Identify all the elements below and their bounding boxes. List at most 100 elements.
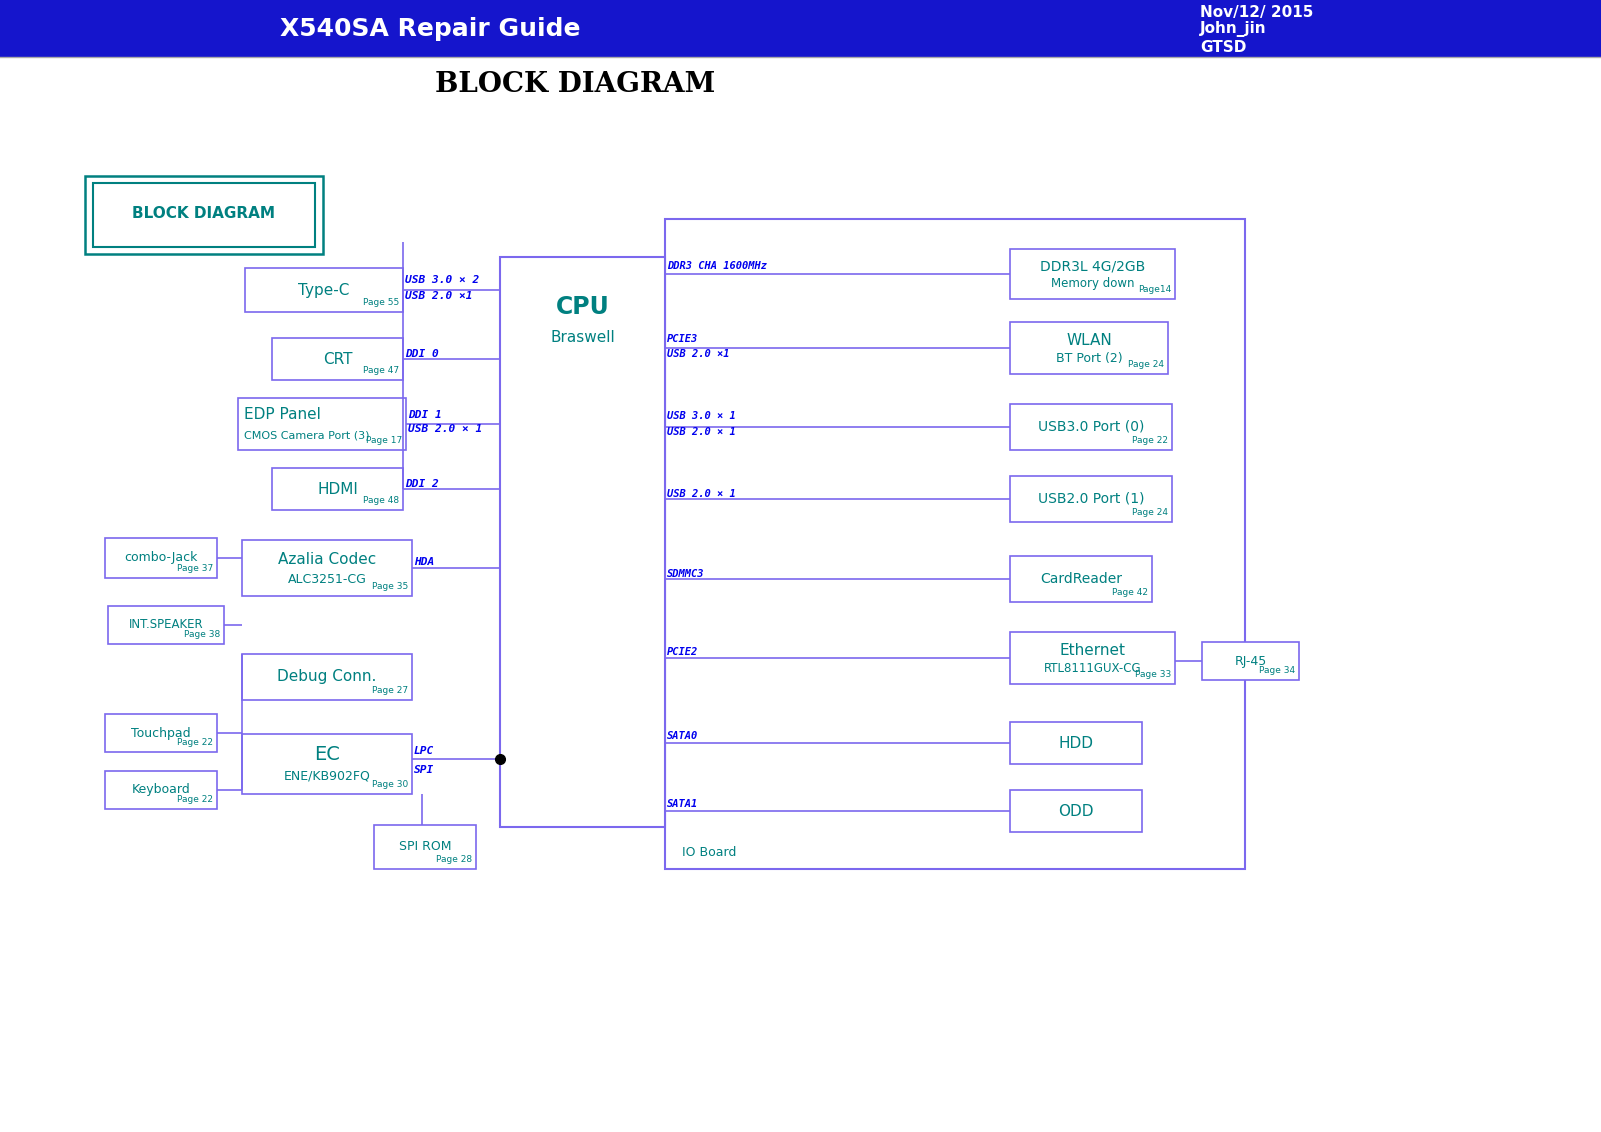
Text: Page 55: Page 55	[363, 298, 399, 307]
Text: Page14: Page14	[1138, 285, 1170, 294]
FancyBboxPatch shape	[85, 175, 323, 254]
Text: ODD: ODD	[1058, 804, 1093, 818]
Text: SPI: SPI	[415, 765, 434, 775]
Text: Page 27: Page 27	[371, 686, 408, 695]
Text: Page 24: Page 24	[1129, 360, 1164, 369]
Text: BLOCK DIAGRAM: BLOCK DIAGRAM	[133, 206, 275, 222]
Text: Page 22: Page 22	[178, 795, 213, 804]
FancyBboxPatch shape	[93, 183, 315, 247]
Text: SATA0: SATA0	[668, 731, 698, 741]
FancyBboxPatch shape	[375, 825, 475, 869]
Text: SATA1: SATA1	[668, 799, 698, 809]
Text: Debug Conn.: Debug Conn.	[277, 669, 376, 685]
Text: Page 28: Page 28	[435, 855, 472, 864]
Text: Page 48: Page 48	[363, 496, 399, 505]
FancyBboxPatch shape	[1010, 556, 1153, 602]
Text: Page 30: Page 30	[371, 780, 408, 789]
FancyBboxPatch shape	[106, 538, 218, 578]
FancyBboxPatch shape	[245, 268, 403, 312]
Text: X540SA Repair Guide: X540SA Repair Guide	[280, 17, 580, 41]
Text: USB3.0 Port (0): USB3.0 Port (0)	[1037, 420, 1145, 434]
Text: PCIE2: PCIE2	[668, 648, 698, 657]
Text: HDD: HDD	[1058, 736, 1093, 751]
Text: Page 47: Page 47	[363, 366, 399, 375]
Text: ENE/KB902FQ: ENE/KB902FQ	[283, 770, 370, 782]
Text: DDR3L 4G/2GB: DDR3L 4G/2GB	[1041, 259, 1145, 274]
Text: USB 3.0 × 2: USB 3.0 × 2	[405, 275, 479, 285]
Text: CPU: CPU	[556, 295, 610, 319]
FancyBboxPatch shape	[239, 398, 407, 451]
FancyBboxPatch shape	[1010, 722, 1142, 764]
Text: Keyboard: Keyboard	[131, 783, 191, 797]
Text: USB 2.0 × 1: USB 2.0 × 1	[408, 424, 482, 434]
Text: EDP Panel: EDP Panel	[243, 408, 320, 422]
Text: RJ-45: RJ-45	[1234, 654, 1266, 668]
FancyBboxPatch shape	[1010, 790, 1142, 832]
Text: GTSD: GTSD	[1201, 40, 1246, 54]
FancyBboxPatch shape	[1010, 404, 1172, 451]
Text: HDMI: HDMI	[317, 481, 359, 497]
Text: Page 35: Page 35	[371, 582, 408, 591]
Text: Page 22: Page 22	[178, 738, 213, 747]
FancyBboxPatch shape	[106, 771, 218, 809]
FancyBboxPatch shape	[664, 218, 1246, 869]
FancyBboxPatch shape	[106, 714, 218, 752]
FancyBboxPatch shape	[272, 338, 403, 380]
Text: CMOS Camera Port (3): CMOS Camera Port (3)	[243, 430, 370, 440]
Text: Braswell: Braswell	[551, 329, 615, 344]
Text: IO Board: IO Board	[682, 846, 736, 858]
FancyBboxPatch shape	[1202, 642, 1298, 680]
Text: Azalia Codec: Azalia Codec	[279, 552, 376, 567]
Text: SDMMC3: SDMMC3	[668, 569, 704, 578]
FancyBboxPatch shape	[242, 734, 411, 794]
Text: PCIE3: PCIE3	[668, 334, 698, 344]
Text: Page 24: Page 24	[1132, 508, 1169, 517]
Text: CRT: CRT	[323, 352, 352, 367]
FancyBboxPatch shape	[1010, 321, 1169, 374]
Text: John_jin: John_jin	[1201, 22, 1266, 37]
Text: Page 33: Page 33	[1135, 670, 1170, 679]
Text: USB 2.0 × 1: USB 2.0 × 1	[668, 427, 736, 437]
Text: WLAN: WLAN	[1066, 333, 1111, 348]
FancyBboxPatch shape	[500, 257, 664, 827]
Text: RTL8111GUX-CG: RTL8111GUX-CG	[1044, 662, 1142, 675]
Text: USB 2.0 ×1: USB 2.0 ×1	[405, 291, 472, 301]
Text: DDI 2: DDI 2	[405, 479, 439, 489]
FancyBboxPatch shape	[242, 654, 411, 700]
FancyBboxPatch shape	[1010, 249, 1175, 299]
Text: Page 17: Page 17	[365, 436, 402, 445]
Text: USB 3.0 × 1: USB 3.0 × 1	[668, 411, 736, 421]
Text: SPI ROM: SPI ROM	[399, 840, 451, 854]
Text: DDR3 CHA 1600MHz: DDR3 CHA 1600MHz	[668, 261, 767, 271]
Text: USB 2.0 × 1: USB 2.0 × 1	[668, 489, 736, 499]
Text: LPC: LPC	[415, 746, 434, 756]
Text: Page 37: Page 37	[176, 564, 213, 573]
Text: ALC3251-CG: ALC3251-CG	[288, 573, 367, 585]
FancyBboxPatch shape	[272, 468, 403, 511]
Text: EC: EC	[314, 746, 339, 764]
Text: HDA: HDA	[415, 557, 434, 567]
Text: USB2.0 Port (1): USB2.0 Port (1)	[1037, 492, 1145, 506]
FancyBboxPatch shape	[1010, 475, 1172, 522]
Text: Type-C: Type-C	[298, 283, 349, 298]
FancyBboxPatch shape	[107, 606, 224, 644]
FancyBboxPatch shape	[0, 0, 1601, 57]
Text: Touchpad: Touchpad	[131, 727, 191, 739]
Text: INT.SPEAKER: INT.SPEAKER	[128, 618, 203, 632]
Text: USB 2.0 ×1: USB 2.0 ×1	[668, 349, 730, 359]
Text: CardReader: CardReader	[1041, 572, 1122, 586]
Text: Ethernet: Ethernet	[1060, 643, 1126, 658]
Text: Page 22: Page 22	[1132, 436, 1169, 445]
Text: combo-Jack: combo-Jack	[125, 551, 197, 565]
FancyBboxPatch shape	[242, 540, 411, 597]
Text: Page 42: Page 42	[1113, 588, 1148, 597]
Text: DDI 0: DDI 0	[405, 349, 439, 359]
Text: Nov/12/ 2015: Nov/12/ 2015	[1201, 5, 1313, 19]
Text: Page 38: Page 38	[184, 631, 219, 638]
Text: Page 34: Page 34	[1258, 666, 1295, 675]
Text: BLOCK DIAGRAM: BLOCK DIAGRAM	[435, 70, 716, 97]
Text: Memory down: Memory down	[1050, 277, 1134, 291]
FancyBboxPatch shape	[1010, 632, 1175, 684]
Text: BT Port (2): BT Port (2)	[1055, 352, 1122, 365]
Text: DDI 1: DDI 1	[408, 410, 442, 420]
